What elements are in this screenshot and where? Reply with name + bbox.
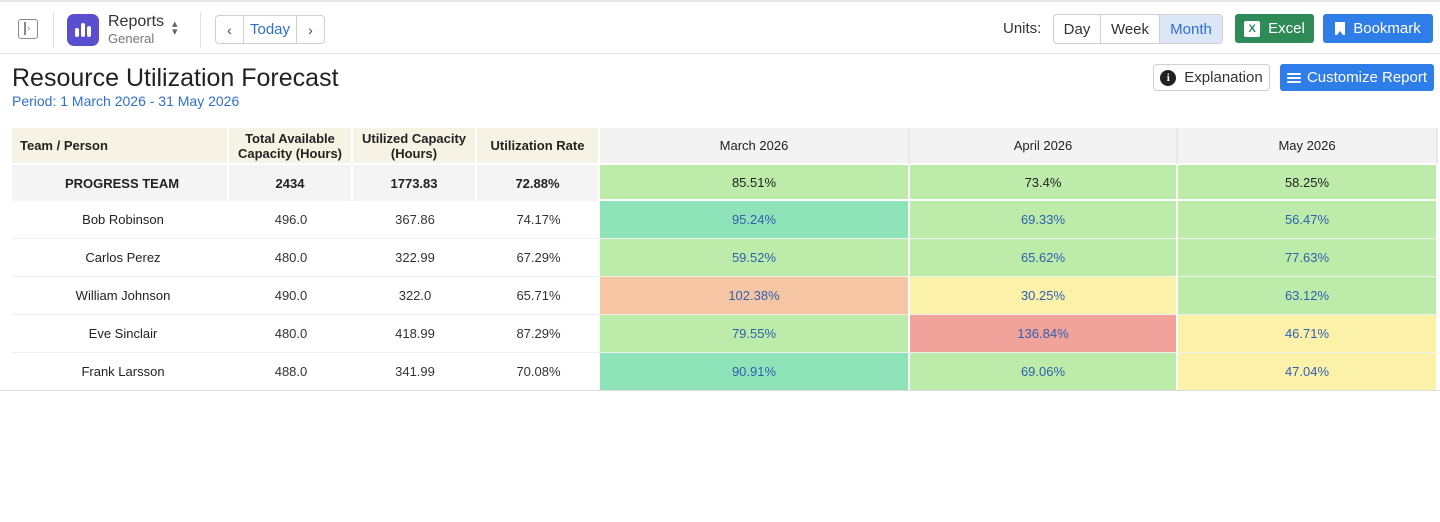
customize-icon — [1286, 72, 1301, 84]
utilization-table: Team / Person Total Available Capacity (… — [12, 128, 1438, 391]
unit-month-button[interactable]: Month — [1159, 15, 1222, 43]
month-utilization-cell: 73.4% — [910, 165, 1178, 201]
month-utilization-cell: 56.47% — [1178, 201, 1438, 239]
total-capacity: 2434 — [229, 165, 353, 201]
total-capacity: 480.0 — [229, 315, 353, 353]
month-utilization-cell: 65.62% — [910, 239, 1178, 277]
table-row[interactable]: William Johnson 490.0 322.0 65.71% 102.38% 30… — [12, 277, 1438, 315]
table-row[interactable]: Bob Robinson 496.0 367.86 74.17% 95.24% 69.33… — [12, 201, 1438, 239]
bookmark-icon — [1335, 22, 1346, 35]
units-label: Units: — [1003, 20, 1042, 37]
column-header-month[interactable]: April 2026 — [910, 128, 1178, 165]
utilized-capacity: 322.99 — [353, 239, 477, 277]
report-period: Period: 1 March 2026 - 31 May 2026 — [12, 93, 240, 109]
chevron-right-icon[interactable]: › — [308, 21, 313, 38]
date-navigation: ‹ Today › — [215, 15, 325, 44]
person-name: Frank Larsson — [12, 353, 229, 391]
bookmark-button[interactable]: Bookmark — [1323, 14, 1433, 43]
month-utilization-cell: 79.55% — [600, 315, 910, 353]
column-header-month[interactable]: May 2026 — [1178, 128, 1438, 165]
unit-week-button[interactable]: Week — [1100, 15, 1159, 43]
team-row[interactable]: PROGRESS TEAM 2434 1773.83 72.88% 85.51%… — [12, 165, 1438, 201]
customize-report-button[interactable]: Customize Report — [1280, 64, 1434, 91]
person-name: Eve Sinclair — [12, 315, 229, 353]
month-utilization-cell: 47.04% — [1178, 353, 1438, 391]
customize-label: Customize Report — [1306, 69, 1428, 86]
month-utilization-cell: 46.71% — [1178, 315, 1438, 353]
unit-day-button[interactable]: Day — [1063, 20, 1091, 38]
column-header-rate[interactable]: Utilization Rate — [477, 128, 600, 165]
month-utilization-cell: 59.52% — [600, 239, 910, 277]
excel-label: Excel — [1268, 20, 1305, 37]
utilized-capacity: 322.0 — [353, 277, 477, 315]
today-button[interactable]: Today — [243, 16, 297, 43]
table-body: PROGRESS TEAM 2434 1773.83 72.88% 85.51%… — [12, 165, 1438, 391]
chevron-left-icon[interactable]: ‹ — [227, 21, 232, 38]
total-capacity: 488.0 — [229, 353, 353, 391]
total-capacity: 480.0 — [229, 239, 353, 277]
month-utilization-cell: 58.25% — [1178, 165, 1438, 201]
month-utilization-cell: 90.91% — [600, 353, 910, 391]
utilization-rate: 72.88% — [477, 165, 600, 201]
reports-app-icon[interactable] — [67, 14, 99, 46]
toolbar-divider — [53, 12, 54, 48]
column-header-name[interactable]: Team / Person — [12, 128, 229, 165]
month-utilization-cell: 95.24% — [600, 201, 910, 239]
column-header-utilized[interactable]: Utilized Capacity (Hours) — [353, 128, 477, 165]
toolbar-divider — [200, 12, 201, 48]
total-capacity: 496.0 — [229, 201, 353, 239]
explanation-button[interactable]: i Explanation — [1153, 64, 1270, 91]
table-bottom-border — [0, 390, 1440, 391]
month-utilization-cell: 69.33% — [910, 201, 1178, 239]
column-header-total[interactable]: Total Available Capacity (Hours) — [229, 128, 353, 165]
month-utilization-cell: 77.63% — [1178, 239, 1438, 277]
explanation-label: Explanation — [1184, 69, 1263, 86]
month-utilization-cell: 30.25% — [910, 277, 1178, 315]
total-capacity: 490.0 — [229, 277, 353, 315]
column-header-month[interactable]: March 2026 — [600, 128, 910, 165]
page-title: Resource Utilization Forecast — [12, 64, 339, 92]
units-toggle: Day Week Month — [1053, 14, 1223, 44]
month-utilization-cell: 85.51% — [600, 165, 910, 201]
utilized-capacity: 418.99 — [353, 315, 477, 353]
utilization-rate: 87.29% — [477, 315, 600, 353]
table-row[interactable]: Frank Larsson 488.0 341.99 70.08% 90.91% 69.0… — [12, 353, 1438, 391]
sidebar-toggle-icon[interactable]: › — [18, 19, 38, 39]
team-name: PROGRESS TEAM — [12, 165, 229, 201]
app-subtitle: General — [108, 31, 155, 46]
month-utilization-cell: 69.06% — [910, 353, 1178, 391]
app-switcher-chevron-icon[interactable]: ▴ ▾ — [172, 18, 178, 38]
utilization-rate: 74.17% — [477, 201, 600, 239]
excel-icon: X — [1244, 20, 1261, 37]
person-name: Carlos Perez — [12, 239, 229, 277]
utilized-capacity: 341.99 — [353, 353, 477, 391]
table-row[interactable]: Eve Sinclair 480.0 418.99 87.29% 79.55% 136.8… — [12, 315, 1438, 353]
top-toolbar: › Reports General ▴ ▾ ‹ Today › Units: Da… — [0, 0, 1440, 54]
month-utilization-cell: 102.38% — [600, 277, 910, 315]
month-utilization-cell: 136.84% — [910, 315, 1178, 353]
app-title[interactable]: Reports — [108, 13, 165, 30]
person-name: William Johnson — [12, 277, 229, 315]
excel-export-button[interactable]: X Excel — [1235, 14, 1314, 43]
person-name: Bob Robinson — [12, 201, 229, 239]
utilized-capacity: 367.86 — [353, 201, 477, 239]
utilization-rate: 65.71% — [477, 277, 600, 315]
table-row[interactable]: Carlos Perez 480.0 322.99 67.29% 59.52% 65.62… — [12, 239, 1438, 277]
bookmark-label: Bookmark — [1353, 20, 1421, 37]
utilized-capacity: 1773.83 — [353, 165, 477, 201]
info-icon: i — [1160, 69, 1177, 86]
utilization-rate: 67.29% — [477, 239, 600, 277]
utilization-rate: 70.08% — [477, 353, 600, 391]
month-utilization-cell: 63.12% — [1178, 277, 1438, 315]
